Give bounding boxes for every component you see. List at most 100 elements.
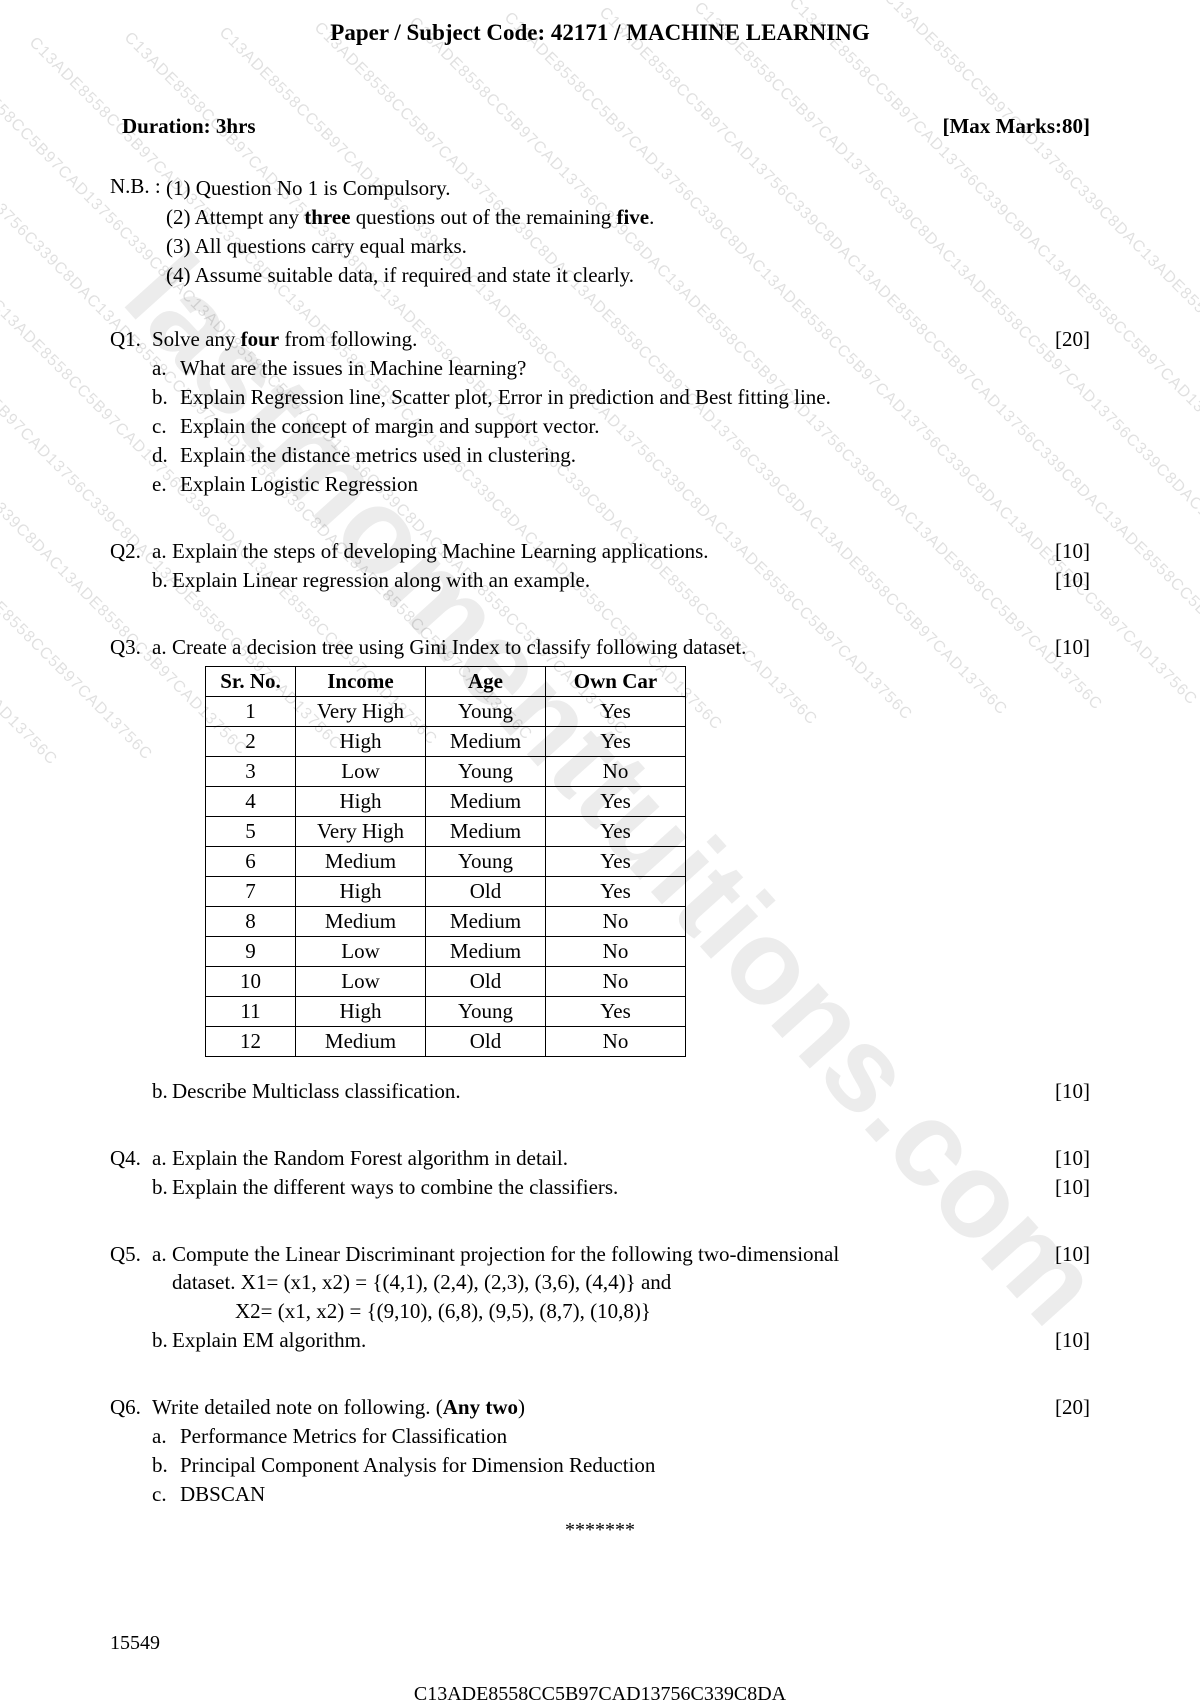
q3-num: Q3.	[110, 633, 152, 662]
table-cell: 12	[206, 1026, 296, 1056]
table-cell: Low	[296, 966, 426, 996]
q4b-text: Explain the different ways to combine th…	[172, 1173, 1030, 1202]
q1e-text: Explain Logistic Regression	[180, 470, 1090, 499]
table-cell: Yes	[546, 876, 686, 906]
table-row: 6MediumYoungYes	[206, 846, 686, 876]
table-row: 3LowYoungNo	[206, 756, 686, 786]
document-content: Paper / Subject Code: 42171 / MACHINE LE…	[110, 20, 1090, 1706]
q4-num: Q4.	[110, 1144, 152, 1173]
q3b-label: b.	[152, 1077, 172, 1106]
q2b-marks: [10]	[1030, 566, 1090, 595]
table-row: 1Very HighYoungYes	[206, 696, 686, 726]
table-cell: Medium	[426, 816, 546, 846]
table-cell: No	[546, 756, 686, 786]
table-cell: Low	[296, 756, 426, 786]
nb-item: (2) Attempt any three questions out of t…	[166, 203, 1090, 232]
q1a-text: What are the issues in Machine learning?	[180, 354, 1090, 383]
q3a-marks: [10]	[1030, 633, 1090, 662]
q1-marks: [20]	[1030, 325, 1090, 354]
table-cell: 5	[206, 816, 296, 846]
table-row: 4HighMediumYes	[206, 786, 686, 816]
q2b-text: Explain Linear regression along with an …	[172, 566, 1030, 595]
table-cell: Old	[426, 876, 546, 906]
table-cell: 6	[206, 846, 296, 876]
table-cell: No	[546, 906, 686, 936]
table-cell: Yes	[546, 846, 686, 876]
th-age: Age	[426, 666, 546, 696]
table-cell: High	[296, 876, 426, 906]
q3b-text: Describe Multiclass classification.	[172, 1077, 1030, 1106]
table-cell: 1	[206, 696, 296, 726]
q2a-text: Explain the steps of developing Machine …	[172, 537, 1030, 566]
table-cell: Medium	[296, 906, 426, 936]
q3-block: Q3. a. Create a decision tree using Gini…	[110, 633, 1090, 1106]
nb-item: (4) Assume suitable data, if required an…	[166, 261, 1090, 290]
table-cell: No	[546, 1026, 686, 1056]
nb-label: N.B. :	[110, 174, 166, 290]
table-cell: 11	[206, 996, 296, 1026]
nb-block: N.B. : (1) Question No 1 is Compulsory. …	[110, 174, 1090, 290]
q6c-text: DBSCAN	[180, 1480, 1090, 1509]
q4a-marks: [10]	[1030, 1144, 1090, 1173]
table-cell: Young	[426, 996, 546, 1026]
table-cell: No	[546, 966, 686, 996]
q1e-label: e.	[152, 470, 180, 499]
table-cell: Yes	[546, 816, 686, 846]
q1b-label: b.	[152, 383, 180, 412]
q5a-label: a.	[152, 1240, 172, 1269]
q1a-label: a.	[152, 354, 180, 383]
table-cell: 8	[206, 906, 296, 936]
q5a-line3: X2= (x1, x2) = {(9,10), (6,8), (9,5), (8…	[235, 1297, 1090, 1326]
table-cell: Young	[426, 756, 546, 786]
th-sr: Sr. No.	[206, 666, 296, 696]
q5b-label: b.	[152, 1326, 172, 1355]
nb-item: (1) Question No 1 is Compulsory.	[166, 174, 1090, 203]
q1c-text: Explain the concept of margin and suppor…	[180, 412, 1090, 441]
q1c-label: c.	[152, 412, 180, 441]
table-cell: Yes	[546, 726, 686, 756]
th-income: Income	[296, 666, 426, 696]
table-row: 7HighOldYes	[206, 876, 686, 906]
q1-num: Q1.	[110, 325, 152, 354]
table-cell: Yes	[546, 696, 686, 726]
q6-sublist: a.Performance Metrics for Classification…	[110, 1422, 1090, 1509]
table-cell: High	[296, 996, 426, 1026]
q6c-label: c.	[152, 1480, 180, 1509]
q4-block: Q4. a. Explain the Random Forest algorit…	[110, 1144, 1090, 1202]
q3a-text: Create a decision tree using Gini Index …	[172, 633, 1030, 662]
table-row: 10LowOldNo	[206, 966, 686, 996]
q3a-label: a.	[152, 633, 172, 662]
table-row: 8MediumMediumNo	[206, 906, 686, 936]
nb-item: (3) All questions carry equal marks.	[166, 232, 1090, 261]
q5b-text: Explain EM algorithm.	[172, 1326, 1030, 1355]
table-cell: Yes	[546, 996, 686, 1026]
table-cell: Medium	[426, 936, 546, 966]
table-row: 11HighYoungYes	[206, 996, 686, 1026]
table-cell: Medium	[426, 906, 546, 936]
q4b-label: b.	[152, 1173, 172, 1202]
table-cell: Medium	[296, 846, 426, 876]
q5a-text: Compute the Linear Discriminant projecti…	[172, 1240, 1030, 1269]
q6a-text: Performance Metrics for Classification	[180, 1422, 1090, 1451]
table-cell: 4	[206, 786, 296, 816]
q5-block: Q5. a. Compute the Linear Discriminant p…	[110, 1240, 1090, 1356]
th-owncar: Own Car	[546, 666, 686, 696]
table-cell: Old	[426, 1026, 546, 1056]
table-cell: 10	[206, 966, 296, 996]
table-row: 2HighMediumYes	[206, 726, 686, 756]
q1-block: Q1. Solve any four from following. [20] …	[110, 325, 1090, 499]
q1b-text: Explain Regression line, Scatter plot, E…	[180, 383, 1090, 412]
footer-stars: *******	[110, 1519, 1090, 1542]
table-cell: Young	[426, 846, 546, 876]
table-row: 12MediumOldNo	[206, 1026, 686, 1056]
q1d-label: d.	[152, 441, 180, 470]
table-cell: Medium	[426, 786, 546, 816]
q6-text: Write detailed note on following. (Any t…	[152, 1393, 1030, 1422]
q3b-marks: [10]	[1030, 1077, 1090, 1106]
q4b-marks: [10]	[1030, 1173, 1090, 1202]
duration-label: Duration: 3hrs	[122, 114, 256, 139]
footer-code: C13ADE8558CC5B97CAD13756C339C8DA	[110, 1683, 1090, 1706]
dataset-table: Sr. No. Income Age Own Car 1Very HighYou…	[205, 666, 686, 1057]
q1-text: Solve any four from following.	[152, 325, 1030, 354]
q6b-label: b.	[152, 1451, 180, 1480]
